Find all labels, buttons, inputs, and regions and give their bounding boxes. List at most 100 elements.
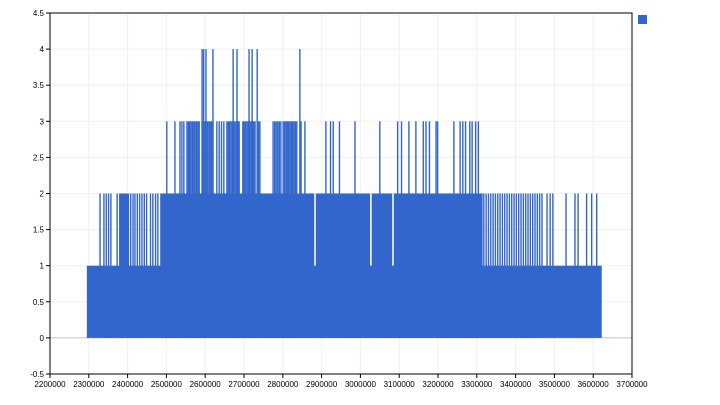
- bar-needle: [474, 121, 477, 338]
- bar-needle: [202, 49, 205, 338]
- bar-needle: [198, 121, 200, 338]
- bar-needle: [497, 193, 499, 338]
- bar-needle: [190, 121, 192, 338]
- bar-needle: [247, 121, 249, 338]
- bar-needle: [275, 121, 277, 338]
- bar-needle: [183, 121, 185, 338]
- bar-needle: [194, 121, 196, 338]
- x-tick-label: 3300000: [461, 380, 493, 389]
- bar-needle: [228, 121, 231, 338]
- bar-needle: [210, 121, 213, 338]
- bar-needle: [522, 193, 525, 338]
- bar-needle: [531, 193, 534, 338]
- bar-needle: [251, 49, 253, 338]
- bar-needle: [425, 121, 427, 338]
- bar-needle: [136, 193, 138, 338]
- bar-needle: [132, 193, 134, 338]
- bar-needle: [220, 121, 223, 338]
- bar-needle: [259, 121, 261, 338]
- y-tick-label: 1: [40, 262, 45, 271]
- bar-needle: [487, 193, 490, 338]
- bar-needle: [501, 193, 504, 338]
- bar-needle: [436, 121, 439, 338]
- bar-needle: [435, 121, 437, 338]
- bar-needle: [278, 121, 281, 338]
- bar-needle: [256, 49, 258, 338]
- bar-needle: [230, 121, 232, 338]
- bar-needle: [408, 121, 410, 338]
- bar-needle: [546, 193, 548, 338]
- bar-needle: [485, 193, 487, 338]
- x-tick-label: 3600000: [578, 380, 610, 389]
- bar-needle: [257, 121, 260, 338]
- bar-needle: [157, 193, 159, 338]
- bar-needle: [585, 193, 588, 338]
- bar-needle: [595, 193, 598, 338]
- bar-needle: [415, 121, 417, 338]
- bar-needle: [277, 121, 279, 338]
- bar-needle: [216, 121, 218, 338]
- x-tick-label: 2600000: [190, 380, 222, 389]
- bar-needle: [191, 121, 194, 338]
- bar-needle: [286, 121, 288, 338]
- bar-needle: [174, 121, 176, 338]
- x-tick-label: 2500000: [151, 380, 183, 389]
- bar-needle: [237, 121, 239, 338]
- y-tick-label: 4: [40, 45, 45, 54]
- bar-needle: [166, 121, 168, 338]
- bar-needle: [248, 49, 250, 338]
- bar-needle: [99, 193, 101, 338]
- bar-needle: [534, 193, 536, 338]
- legend-swatch[interactable]: [638, 15, 647, 24]
- bar-needle: [300, 121, 302, 338]
- bar-needle: [105, 193, 107, 338]
- bar-needle: [234, 121, 236, 338]
- bar-needle: [565, 193, 567, 338]
- bar-needle: [494, 193, 497, 338]
- x-tick-label: 3500000: [539, 380, 571, 389]
- bar-needle: [283, 121, 286, 338]
- bar-needle: [103, 193, 105, 338]
- bar-needle: [299, 49, 301, 338]
- bar-needle: [242, 121, 244, 338]
- bar-needle: [232, 49, 234, 338]
- bar-needle: [231, 121, 234, 338]
- bar-needle: [294, 121, 297, 338]
- bar-needle: [422, 121, 424, 338]
- bar-needle: [464, 121, 467, 338]
- bar-needle: [396, 121, 399, 338]
- bar-needle: [152, 193, 154, 338]
- bar-needle: [469, 121, 471, 338]
- x-tick-label: 3100000: [384, 380, 416, 389]
- bar-needle: [206, 121, 209, 338]
- bar-needle: [574, 193, 576, 338]
- bar-needle: [238, 121, 240, 338]
- bar-block: [119, 193, 130, 338]
- bar-needle: [428, 121, 431, 338]
- x-tick-label: 2800000: [267, 380, 299, 389]
- bar-needle: [134, 193, 136, 338]
- bar-needle: [218, 121, 220, 338]
- bar-needle: [223, 121, 225, 338]
- bar-needle: [253, 121, 255, 338]
- x-tick-label: 2700000: [228, 380, 260, 389]
- bar-needle: [504, 193, 506, 338]
- bar-needle: [527, 193, 529, 338]
- y-tick-label: 4.5: [33, 9, 45, 18]
- bar-needle: [195, 121, 198, 338]
- bar-needle: [492, 193, 494, 338]
- bar-needle: [293, 121, 295, 338]
- bar-needle: [285, 121, 287, 338]
- x-tick-label: 2200000: [34, 380, 66, 389]
- bar-needle: [515, 193, 518, 338]
- bar-needle: [506, 193, 508, 338]
- bar-needle: [536, 193, 539, 338]
- bar-needle: [453, 121, 455, 338]
- bar-needle: [499, 193, 501, 338]
- x-tick-label: 3200000: [422, 380, 454, 389]
- bar-needle: [205, 49, 207, 338]
- bar-needle: [130, 193, 132, 338]
- y-tick-label: 1.5: [33, 226, 45, 235]
- bar-needle: [513, 193, 515, 338]
